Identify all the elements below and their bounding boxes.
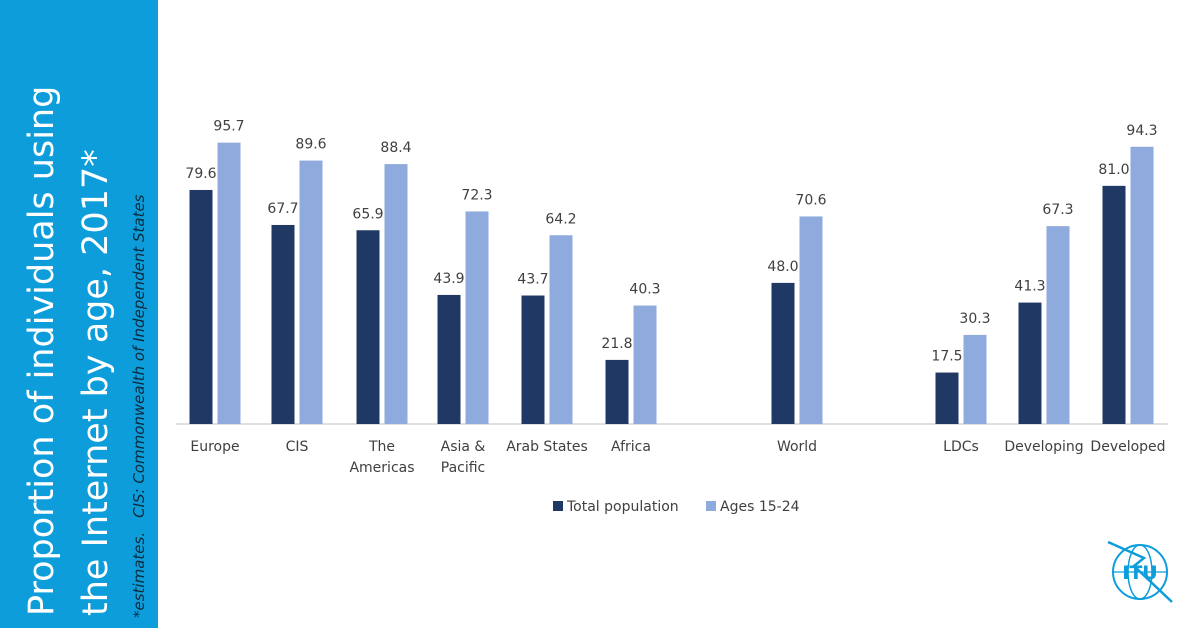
bar	[465, 211, 489, 424]
data-label: 65.9	[352, 206, 383, 222]
data-label: 67.3	[1042, 202, 1073, 218]
data-label: 48.0	[767, 259, 798, 275]
data-label: 88.4	[380, 140, 411, 156]
bar	[189, 189, 213, 424]
bar	[356, 230, 380, 424]
footnote-estimates: *estimates.	[130, 531, 148, 618]
bar	[217, 142, 241, 424]
data-label: 89.6	[295, 137, 326, 153]
bar	[299, 160, 323, 425]
legend-swatch	[553, 501, 563, 511]
data-label: 81.0	[1098, 162, 1129, 178]
data-label: 79.6	[185, 166, 216, 182]
data-label: 67.7	[267, 201, 298, 217]
data-label: 21.8	[601, 336, 632, 352]
bar	[271, 224, 295, 424]
bar	[1130, 146, 1154, 424]
data-label: 43.9	[433, 271, 464, 287]
legend-label: Total population	[566, 499, 679, 515]
chart-title-line2: the Internet by age, 2017*	[76, 149, 116, 616]
legend-label: Ages 15-24	[720, 499, 800, 515]
data-label: 30.3	[959, 311, 990, 327]
footnote: *estimates. CIS: Commonwealth of Independ…	[130, 195, 148, 619]
legend-swatch	[706, 501, 716, 511]
bar	[384, 164, 408, 424]
data-label: 40.3	[629, 282, 660, 298]
category-label: Africa	[611, 439, 651, 455]
title-panel: Proportion of individuals using the Inte…	[0, 0, 158, 628]
chart-title-line1: Proportion of individuals using	[22, 85, 62, 616]
bar	[605, 359, 629, 424]
category-label: Developed	[1090, 439, 1165, 455]
logo-text: ITU	[1122, 562, 1157, 584]
data-label: 64.2	[545, 211, 576, 227]
data-label: 72.3	[461, 187, 492, 203]
bar	[549, 235, 573, 424]
category-label: World	[777, 439, 817, 455]
category-label: Asia &	[441, 439, 486, 455]
data-label: 43.7	[517, 272, 548, 288]
category-label: Europe	[190, 439, 239, 455]
category-label: LDCs	[943, 439, 979, 455]
bar	[1046, 226, 1070, 424]
bar	[771, 282, 795, 424]
category-label: Pacific	[441, 460, 486, 476]
category-label: The	[368, 439, 395, 455]
footnote-cis: CIS: Commonwealth of Independent States	[130, 194, 148, 518]
category-label: Developing	[1004, 439, 1083, 455]
bar	[935, 372, 959, 424]
bar	[963, 334, 987, 424]
category-label: Americas	[349, 460, 414, 476]
data-label: 17.5	[931, 349, 962, 365]
bar	[437, 294, 461, 424]
data-label: 95.7	[213, 119, 244, 135]
category-label: CIS	[286, 439, 309, 455]
data-label: 94.3	[1126, 123, 1157, 139]
bar	[1102, 185, 1126, 424]
data-label: 41.3	[1014, 279, 1045, 295]
category-label: Arab States	[506, 439, 588, 455]
bar	[521, 295, 545, 424]
data-label: 70.6	[795, 192, 826, 208]
itu-logo-icon: ITU	[1107, 540, 1173, 603]
bar	[1018, 302, 1042, 424]
bar-chart: 79.6 95.7 Europe 67.7 89.6 CIS 65.9 88.4 The Amer…	[176, 119, 1168, 515]
bar	[799, 216, 823, 424]
bar	[633, 305, 657, 424]
